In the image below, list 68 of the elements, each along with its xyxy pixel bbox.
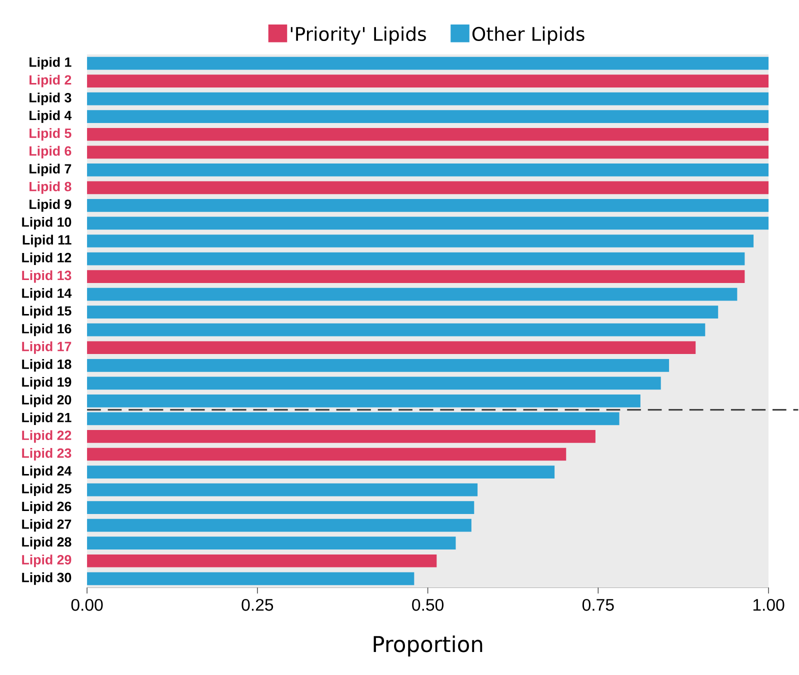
y-tick-label: Lipid 24 xyxy=(22,466,72,478)
y-tick-label: Lipid 5 xyxy=(30,128,72,141)
y-tick-label: Lipid 9 xyxy=(30,199,72,212)
bar xyxy=(87,217,769,230)
bar xyxy=(87,306,718,319)
bar xyxy=(87,341,696,354)
bar xyxy=(87,164,769,177)
x-axis-title: Proportion xyxy=(374,636,482,657)
bar xyxy=(87,288,738,301)
y-tick-label: Lipid 20 xyxy=(22,394,72,408)
bar xyxy=(87,234,754,248)
y-tick-label: Lipid 18 xyxy=(22,359,72,372)
y-tick-label: Lipid 3 xyxy=(30,92,72,106)
bar xyxy=(87,110,769,124)
bar xyxy=(87,199,769,212)
bar xyxy=(87,501,474,514)
x-tick-label: 0.75 xyxy=(582,599,614,612)
y-tick-label: Lipid 14 xyxy=(22,288,72,301)
bar xyxy=(87,376,661,390)
bar xyxy=(87,252,745,266)
bar xyxy=(87,448,566,461)
bar xyxy=(87,572,414,586)
bar xyxy=(87,57,769,70)
x-tick-label: 0.50 xyxy=(412,599,444,612)
bar xyxy=(87,74,769,88)
bar xyxy=(87,181,769,194)
x-tick-label: 0.00 xyxy=(71,599,103,612)
y-tick-label: Lipid 26 xyxy=(22,502,72,514)
y-tick-label: Lipid 7 xyxy=(30,164,72,176)
y-tick-label: Lipid 2 xyxy=(30,75,72,88)
y-tick-label: Lipid 19 xyxy=(22,377,72,390)
y-tick-label: Lipid 15 xyxy=(22,306,72,319)
y-tick-label: Lipid 10 xyxy=(22,217,72,230)
y-tick-label: Lipid 6 xyxy=(30,146,72,159)
y-tick-label: Lipid 4 xyxy=(30,110,72,124)
bar xyxy=(87,270,745,284)
y-tick-label: Lipid 13 xyxy=(22,270,72,283)
y-tick-label: Lipid 25 xyxy=(22,484,72,496)
x-tick-label: 1.00 xyxy=(753,599,784,612)
bar xyxy=(87,394,640,408)
y-tick-label: Lipid 23 xyxy=(22,448,72,461)
bar xyxy=(87,519,472,532)
bar xyxy=(87,359,670,372)
legend-label: 'Priority' Lipids xyxy=(290,26,426,45)
bar xyxy=(87,92,769,106)
x-tick-label: 0.25 xyxy=(242,599,274,612)
y-tick-label: Lipid 27 xyxy=(22,519,72,532)
bar xyxy=(87,466,555,479)
bar xyxy=(87,536,456,550)
bar xyxy=(87,430,596,444)
bar xyxy=(87,412,620,426)
y-tick-label: Lipid 8 xyxy=(30,182,72,194)
y-tick-label: Lipid 1 xyxy=(30,57,72,70)
y-tick-label: Lipid 28 xyxy=(22,537,72,550)
bar xyxy=(87,146,769,159)
bar xyxy=(87,128,769,142)
y-tick-label: Lipid 29 xyxy=(22,554,72,568)
bar xyxy=(87,324,706,337)
y-tick-label: Lipid 21 xyxy=(22,412,72,426)
y-tick-label: Lipid 17 xyxy=(22,342,72,354)
y-tick-label: Lipid 12 xyxy=(22,252,72,266)
y-tick-label: Lipid 16 xyxy=(22,324,72,336)
bar xyxy=(87,554,437,568)
y-tick-label: Lipid 22 xyxy=(22,430,72,443)
bar xyxy=(87,484,478,496)
legend-label: Other Lipids xyxy=(472,26,584,45)
y-tick-label: Lipid 11 xyxy=(22,234,72,248)
y-tick-label: Lipid 30 xyxy=(22,572,72,586)
